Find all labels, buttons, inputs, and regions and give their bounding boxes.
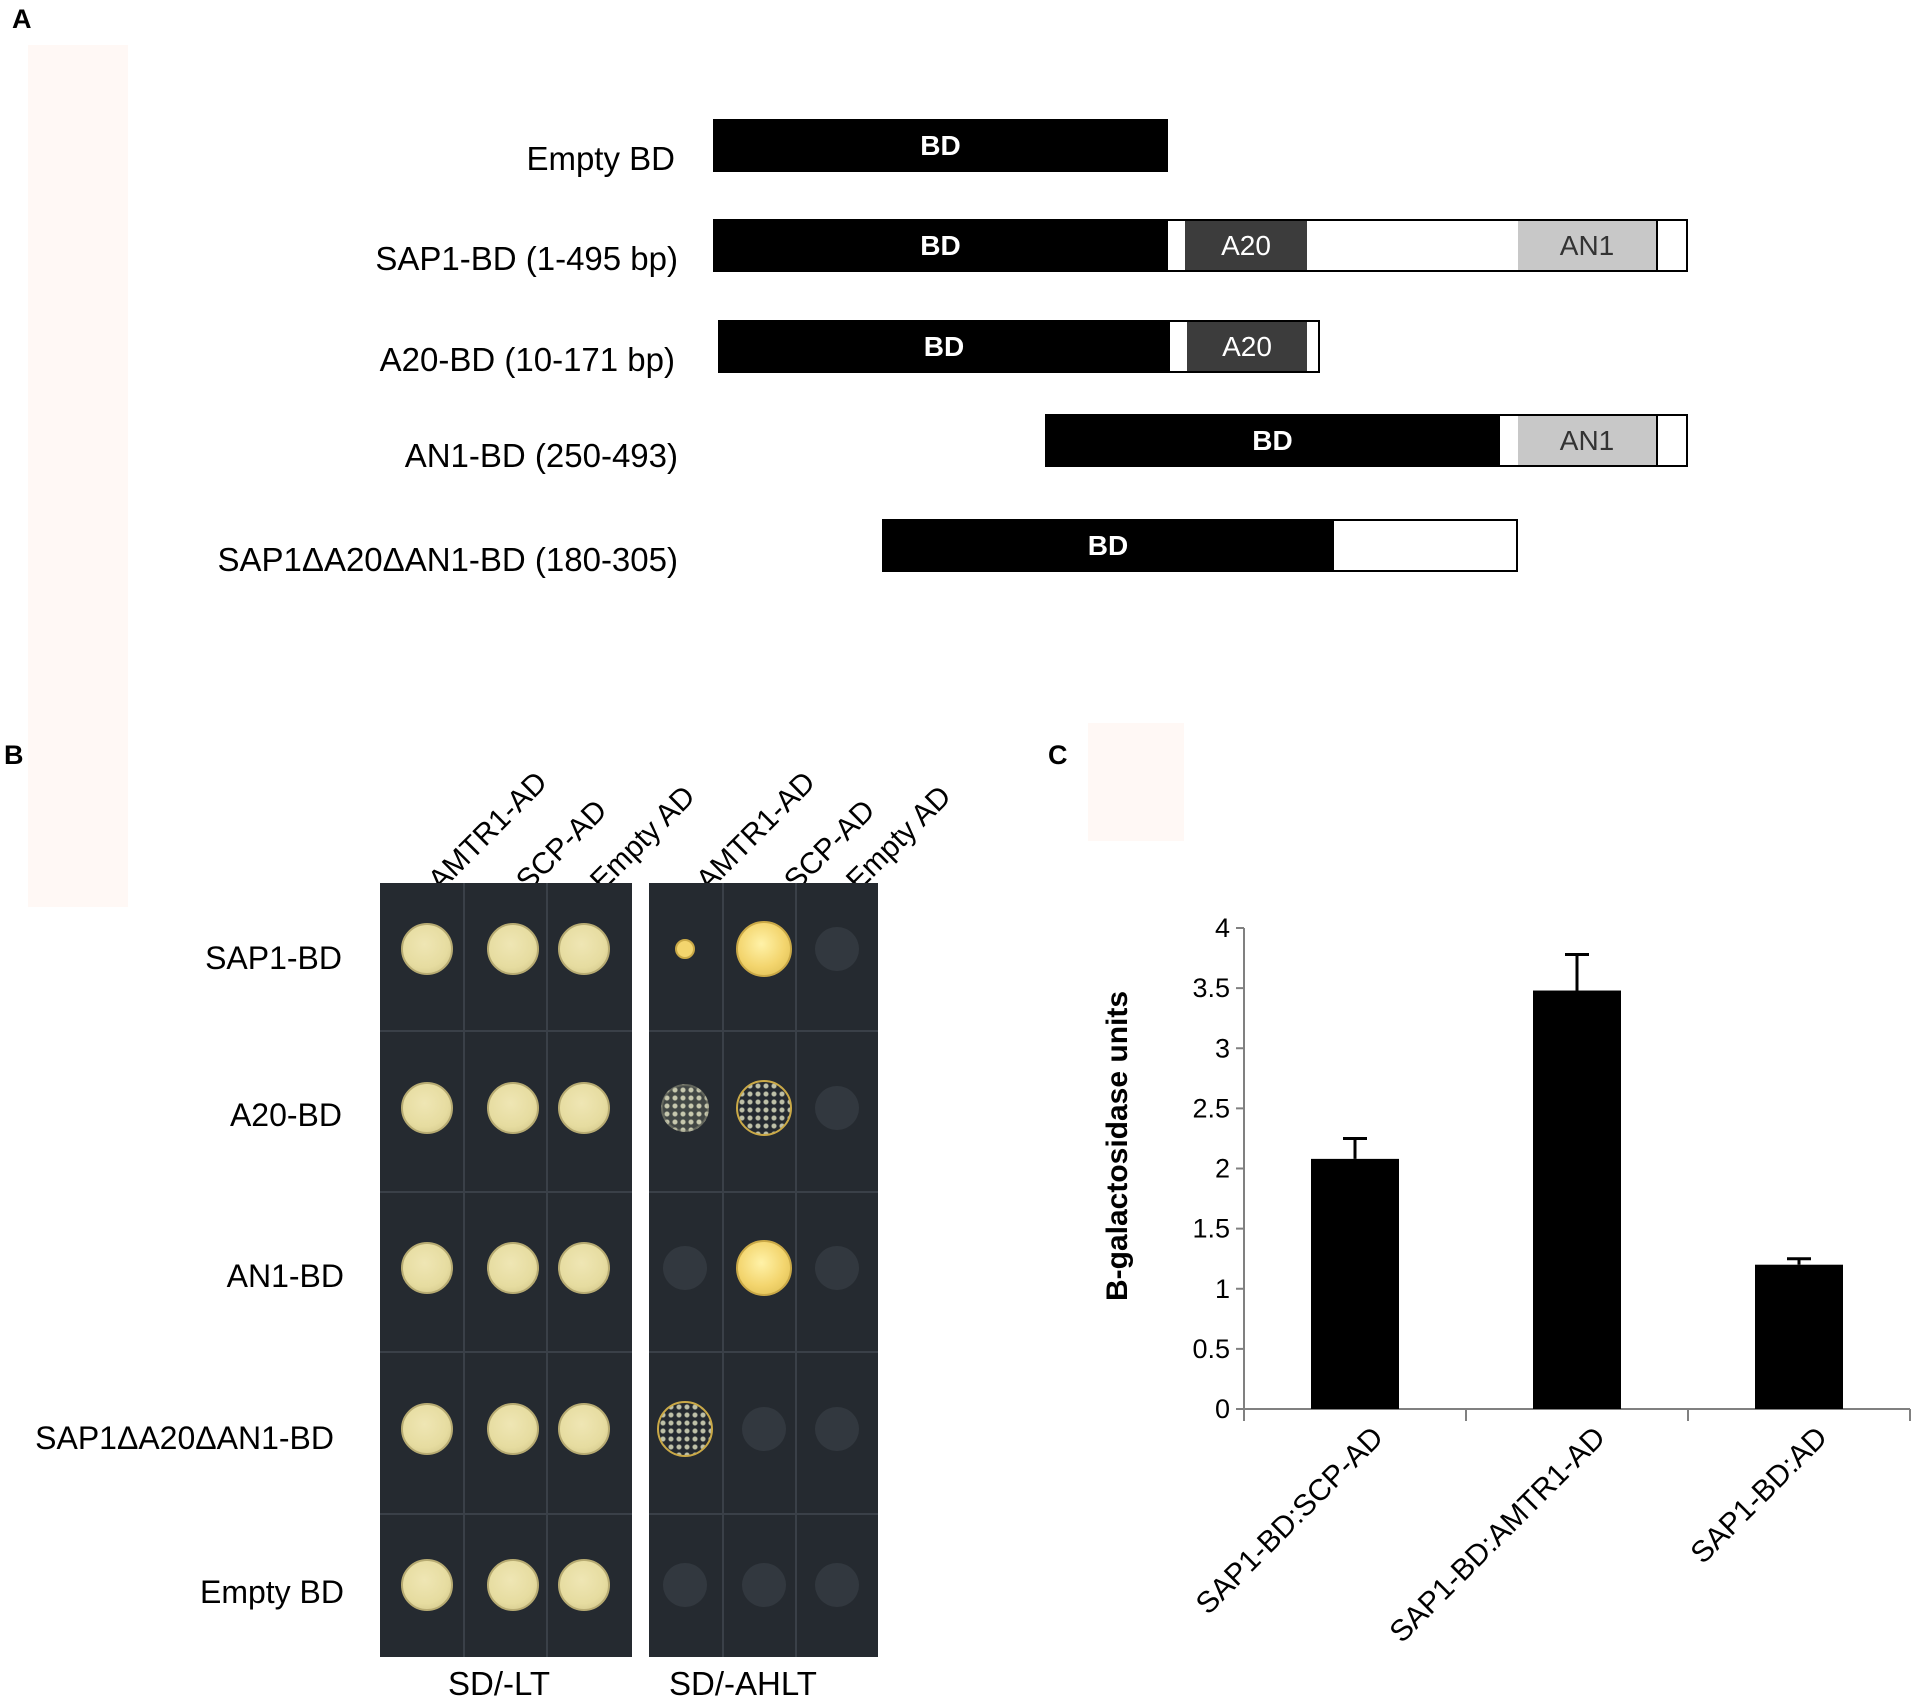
plate-grid-line: [649, 1191, 878, 1193]
yeast-colony: [675, 939, 695, 959]
yeast-colony: [657, 1401, 713, 1457]
x-category-label: SAP1-BD:AMTR1-AD: [1384, 1421, 1612, 1649]
yeast-colony: [815, 1246, 859, 1290]
yeast-colony: [487, 1403, 539, 1455]
bd-domain: BD: [713, 119, 1168, 172]
plate-grid-line: [649, 1513, 878, 1515]
yeast-colony: [558, 1082, 610, 1134]
yeast-colony: [558, 1242, 610, 1294]
bar: [1311, 1158, 1399, 1409]
background-tint: [1088, 723, 1184, 841]
yeast-colony: [736, 1080, 792, 1136]
plate-grid-line: [380, 1030, 632, 1032]
construct-label: Empty BD: [526, 140, 675, 177]
panel-c-label: C: [1048, 740, 1068, 770]
yeast-colony: [663, 1246, 707, 1290]
y-tick-label: 3: [1215, 1033, 1230, 1063]
yeast-colony: [736, 1240, 792, 1296]
yeast-colony: [401, 1559, 453, 1611]
yeast-colony: [401, 923, 453, 975]
yeast-colony: [558, 923, 610, 975]
yeast-colony: [815, 927, 859, 971]
plate-sd-lt: [380, 883, 632, 1657]
column-label: Empty AD: [584, 779, 702, 898]
y-axis-title: B-galactosidase units: [1101, 991, 1134, 1301]
yeast-colony: [401, 1082, 453, 1134]
plate-grid-line: [649, 1030, 878, 1032]
yeast-colony: [487, 1242, 539, 1294]
panel-a-label: A: [12, 4, 32, 34]
yeast-colony: [815, 1407, 859, 1451]
y-tick-label: 2: [1215, 1154, 1230, 1184]
plate-grid-line: [722, 883, 724, 1657]
a20-domain: A20: [1187, 322, 1307, 371]
y-tick-label: 0: [1215, 1394, 1230, 1424]
bar: [1755, 1264, 1843, 1409]
an1-domain: AN1: [1518, 221, 1658, 270]
plate-grid-line: [463, 883, 465, 1657]
bd-domain: BD: [718, 320, 1170, 373]
plate-label: SD/-LT: [448, 1665, 551, 1702]
plate-grid-line: [380, 1191, 632, 1193]
background-tint: [28, 45, 128, 907]
yeast-colony: [736, 921, 792, 977]
y-tick-label: 0.5: [1192, 1334, 1230, 1364]
y-tick-label: 4: [1215, 913, 1230, 943]
yeast-colony: [663, 1563, 707, 1607]
yeast-colony: [815, 1086, 859, 1130]
yeast-colony: [742, 1407, 786, 1451]
y-tick-label: 2.5: [1192, 1093, 1230, 1123]
plate-label: SD/-AHLT: [669, 1665, 817, 1702]
y-tick-label: 1: [1215, 1274, 1230, 1304]
an1-domain: AN1: [1518, 416, 1658, 465]
plate-grid-line: [649, 1351, 878, 1353]
plate-sd-ahlt: [649, 883, 878, 1657]
yeast-colony: [487, 1082, 539, 1134]
bar: [1533, 990, 1621, 1409]
plate-grid-line: [546, 883, 548, 1657]
plate-grid-line: [795, 883, 797, 1657]
bd-domain: BD: [1045, 414, 1500, 467]
construct-label: A20-BD (10-171 bp): [379, 341, 675, 378]
row-label: Empty BD: [199, 1574, 344, 1610]
construct-label: SAP1-BD (1-495 bp): [375, 240, 678, 277]
yeast-colony: [401, 1403, 453, 1455]
plate-grid-line: [380, 1513, 632, 1515]
bd-domain: BD: [713, 219, 1168, 272]
row-label: SAP1-BD: [205, 940, 342, 976]
yeast-colony: [661, 1084, 709, 1132]
yeast-colony: [558, 1403, 610, 1455]
construct-label: SAP1ΔA20ΔAN1-BD (180-305): [217, 541, 678, 578]
y-tick-label: 3.5: [1192, 973, 1230, 1003]
x-category-label: SAP1-BD:AD: [1684, 1421, 1833, 1570]
row-label: AN1-BD: [226, 1258, 344, 1294]
bd-domain: BD: [882, 519, 1334, 572]
panel-b-label: B: [4, 740, 24, 770]
y-tick-label: 1.5: [1192, 1214, 1230, 1244]
construct-label: AN1-BD (250-493): [404, 437, 678, 474]
yeast-colony: [487, 923, 539, 975]
plate-grid-line: [380, 1351, 632, 1353]
yeast-colony: [401, 1242, 453, 1294]
row-label: SAP1ΔA20ΔAN1-BD: [35, 1420, 334, 1456]
yeast-colony: [815, 1563, 859, 1607]
row-label: A20-BD: [229, 1097, 342, 1133]
a20-domain: A20: [1185, 221, 1307, 270]
yeast-colony: [558, 1559, 610, 1611]
yeast-colony: [742, 1563, 786, 1607]
x-category-label: SAP1-BD:SCP-AD: [1190, 1421, 1390, 1621]
yeast-colony: [487, 1559, 539, 1611]
